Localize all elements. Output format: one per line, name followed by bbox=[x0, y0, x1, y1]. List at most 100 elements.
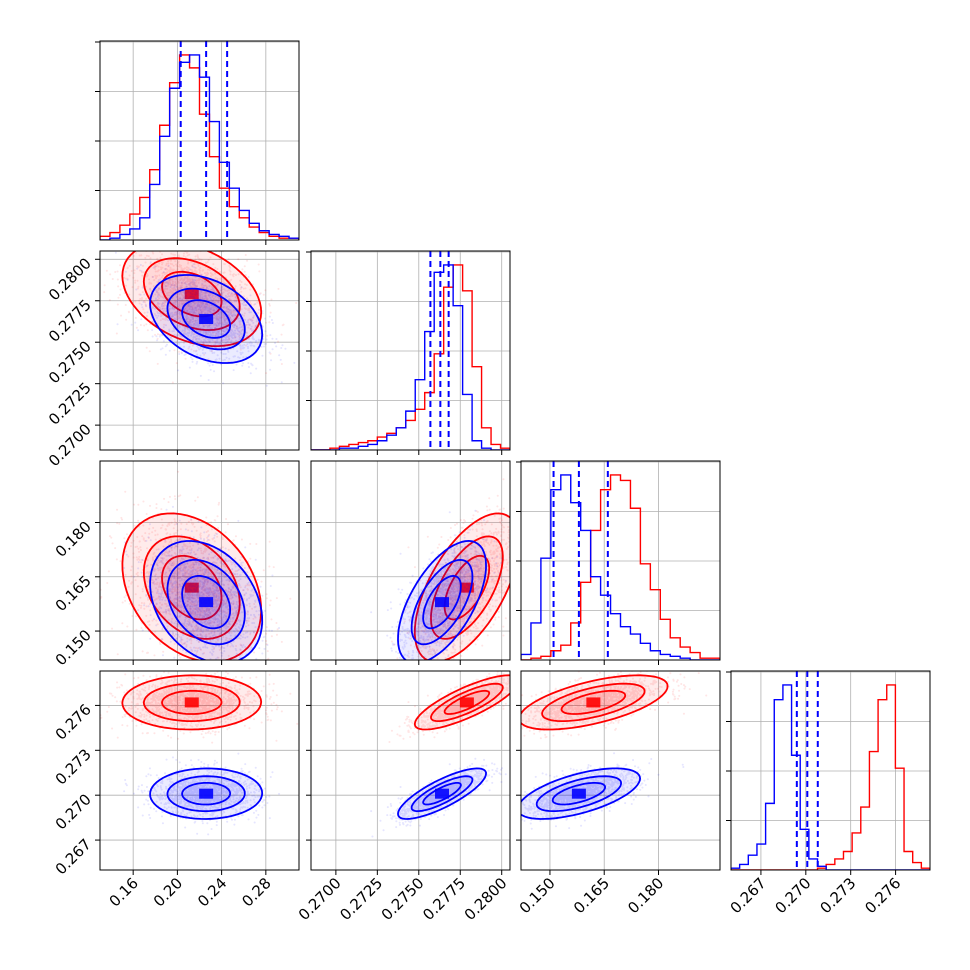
contour-1 bbox=[149, 274, 264, 364]
panel-0-0 bbox=[95, 40, 300, 245]
contour-1 bbox=[397, 767, 487, 820]
histogram-1 bbox=[521, 474, 720, 660]
tick-label-x: 0.2775 bbox=[419, 874, 469, 924]
tick-label-x: 0.20 bbox=[150, 874, 186, 910]
contour-1 bbox=[166, 287, 246, 351]
contour-1 bbox=[422, 782, 462, 806]
tick-label-x: 0.273 bbox=[816, 874, 859, 917]
tick-label-y: 0.165 bbox=[52, 572, 95, 615]
tick-label-y: 0.2725 bbox=[45, 379, 95, 429]
contour-0 bbox=[142, 682, 241, 722]
tick-label-y: 0.2800 bbox=[45, 254, 95, 304]
contour-1 bbox=[149, 767, 264, 820]
axes-frame bbox=[99, 250, 300, 451]
histogram-1 bbox=[731, 684, 930, 870]
axes-frame bbox=[310, 670, 511, 871]
contour-0 bbox=[414, 674, 510, 731]
axes-frame bbox=[99, 670, 300, 871]
axes-frame bbox=[310, 460, 511, 661]
axes-frame bbox=[99, 460, 300, 661]
tick-label-y: 0.273 bbox=[52, 745, 95, 788]
tick-label-y: 0.150 bbox=[52, 626, 95, 669]
contour-1 bbox=[149, 540, 264, 660]
peak-cell-0 bbox=[184, 582, 199, 593]
contour-1 bbox=[397, 539, 487, 660]
histogram-0 bbox=[100, 54, 299, 240]
tick-label-y: 0.267 bbox=[52, 835, 95, 878]
contour-0 bbox=[121, 674, 263, 731]
contour-1 bbox=[521, 767, 642, 820]
contour-1 bbox=[181, 575, 231, 630]
contour-1 bbox=[410, 775, 474, 813]
contour-1 bbox=[551, 782, 607, 806]
contour-0 bbox=[443, 689, 491, 715]
panel-3-2: 0.150 0.165 0.180 bbox=[516, 670, 721, 917]
peak-cell-1 bbox=[199, 597, 214, 608]
axes-frame bbox=[730, 670, 931, 871]
tick-label-y: 0.180 bbox=[52, 518, 95, 561]
tick-label-x: 0.16 bbox=[106, 874, 142, 910]
tick-label-y: 0.2700 bbox=[45, 420, 95, 470]
peak-cell-1 bbox=[199, 788, 214, 799]
contour-0 bbox=[443, 554, 491, 621]
contour-0 bbox=[121, 512, 263, 660]
peak-cell-0 bbox=[184, 697, 199, 708]
tick-label-x: 0.276 bbox=[861, 874, 904, 917]
tick-label-y: 0.2750 bbox=[45, 337, 95, 387]
tick-label-x: 0.270 bbox=[772, 874, 815, 917]
contour-0 bbox=[161, 689, 223, 715]
tick-label-y: 0.270 bbox=[52, 790, 95, 833]
contour-0 bbox=[560, 689, 627, 715]
contour-1 bbox=[410, 558, 474, 646]
peak-cell-0 bbox=[586, 697, 601, 708]
panel-2-2 bbox=[516, 460, 721, 665]
contour-0 bbox=[142, 257, 241, 331]
tick-label-y: 0.2775 bbox=[45, 296, 95, 346]
peak-cell-1 bbox=[571, 788, 586, 799]
peak-cell-1 bbox=[435, 597, 450, 608]
contour-1 bbox=[535, 775, 623, 812]
peak-cell-0 bbox=[459, 582, 474, 593]
histogram-0 bbox=[311, 264, 510, 450]
tick-label-x: 0.2750 bbox=[378, 874, 428, 924]
axes-frame bbox=[99, 40, 300, 241]
panel-1-1 bbox=[306, 250, 511, 455]
tick-label-x: 0.180 bbox=[624, 874, 667, 917]
tick-label-x: 0.2800 bbox=[461, 874, 511, 924]
peak-cell-1 bbox=[199, 313, 214, 324]
tick-label-x: 0.267 bbox=[727, 874, 770, 917]
contour-1 bbox=[166, 775, 246, 813]
contour-0 bbox=[521, 674, 669, 731]
contour-1 bbox=[422, 574, 462, 630]
contour-0 bbox=[143, 535, 241, 640]
tick-label-x: 0.28 bbox=[238, 874, 274, 910]
histogram-1 bbox=[100, 54, 299, 240]
tick-label-x: 0.165 bbox=[570, 874, 613, 917]
contour-0 bbox=[430, 682, 504, 722]
contour-0 bbox=[121, 251, 263, 347]
peak-cell-0 bbox=[184, 289, 199, 300]
histogram-0 bbox=[731, 684, 930, 870]
tick-label-x: 0.150 bbox=[516, 874, 559, 917]
axes-frame bbox=[520, 670, 721, 871]
axes-frame bbox=[310, 250, 511, 451]
panel-3-3: 0.267 0.270 0.273 0.276 bbox=[726, 670, 931, 917]
contour-1 bbox=[181, 782, 232, 806]
contour-0 bbox=[541, 682, 646, 722]
tick-label-x: 0.24 bbox=[194, 874, 230, 910]
contour-1 bbox=[166, 559, 246, 646]
tick-label-x: 0.2700 bbox=[295, 874, 345, 924]
contour-0 bbox=[161, 554, 223, 621]
panel-2-1 bbox=[306, 460, 511, 665]
tick-label-y: 0.276 bbox=[52, 701, 95, 744]
peak-cell-0 bbox=[459, 697, 474, 708]
tick-label-x: 0.2725 bbox=[336, 874, 386, 924]
histogram-0 bbox=[521, 474, 720, 660]
histogram-1 bbox=[311, 264, 510, 450]
peak-cell-1 bbox=[435, 788, 450, 799]
axes-frame bbox=[520, 460, 721, 661]
contour-1 bbox=[181, 299, 232, 339]
